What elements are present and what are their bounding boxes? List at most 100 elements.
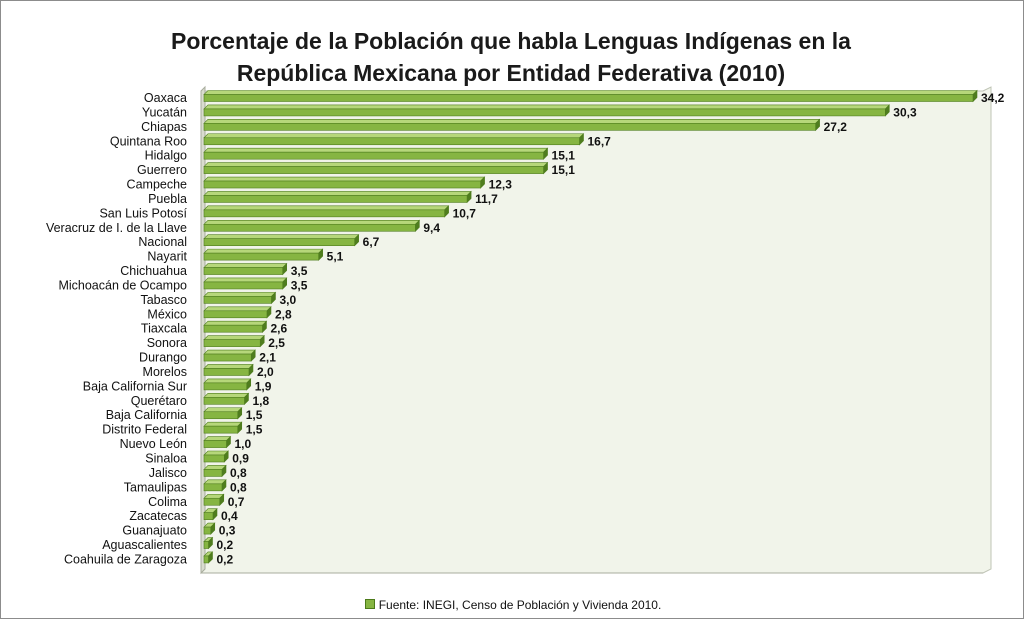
plot-area (200, 85, 992, 575)
value-label: 1,9 (255, 379, 272, 393)
value-label: 3,5 (291, 278, 308, 292)
chart-title-line-1: Porcentaje de la Población que habla Len… (171, 28, 851, 54)
value-label: 5,1 (327, 250, 344, 264)
category-label: Baja California Sur (83, 379, 187, 393)
value-label: 1,5 (246, 408, 263, 422)
bars-group (203, 89, 978, 564)
bar-top-face (203, 90, 978, 95)
category-label: Sonora (147, 336, 187, 350)
bar (203, 425, 239, 434)
bar-top-face (203, 393, 250, 398)
bar (203, 497, 221, 506)
bar (203, 512, 214, 520)
bar (203, 223, 416, 232)
value-label: 6,7 (363, 235, 380, 249)
bar-top-face (203, 292, 277, 297)
bar (203, 411, 239, 420)
category-label: Nuevo León (120, 437, 187, 451)
category-label: Yucatán (142, 105, 187, 119)
value-label: 2,0 (257, 365, 274, 379)
value-label: 0,7 (228, 495, 245, 509)
legend: Fuente: INEGI, Censo de Población y Vivi… (1, 598, 1024, 612)
category-label: Veracruz de I. de la Llave (46, 221, 187, 235)
plot-background (200, 86, 992, 574)
bar-top-face (203, 119, 821, 124)
value-label: 2,1 (259, 351, 276, 365)
bar (203, 252, 319, 261)
bar (203, 94, 974, 102)
category-label: Chiapas (141, 120, 187, 134)
bar (203, 382, 248, 391)
bar-top-face (203, 234, 360, 239)
value-label: 16,7 (588, 134, 612, 148)
category-label: Campeche (127, 178, 187, 192)
bar-top-face (203, 306, 272, 312)
value-label: 1,5 (246, 423, 263, 437)
bar (203, 469, 223, 477)
category-label: Distrito Federal (102, 423, 187, 437)
value-label: 3,0 (279, 293, 296, 307)
value-label: 10,7 (453, 206, 477, 220)
category-label: Puebla (148, 192, 187, 206)
chart-title-line-2: República Mexicana por Entidad Federativ… (236, 60, 786, 86)
bar-top-face (203, 219, 421, 225)
legend-swatch (364, 599, 375, 609)
bar (203, 281, 283, 290)
bar-top-face (203, 133, 585, 139)
category-label: Baja California (106, 408, 187, 422)
value-labels: 34,2 30,3 27,2 16,7 15,115,1 12,311,710,7 9,4 6… (216, 91, 1004, 566)
category-label: Oaxaca (144, 91, 187, 105)
bar (203, 526, 212, 535)
bar-top-face (203, 436, 232, 441)
category-label: Morelos (143, 365, 187, 379)
value-label: 1,0 (234, 437, 251, 451)
category-label: Tabasco (140, 293, 187, 307)
category-label: Durango (139, 351, 187, 365)
bar (203, 324, 263, 333)
category-label: Jalisco (149, 466, 187, 480)
value-label: 11,7 (475, 192, 498, 206)
bar-top-face (203, 349, 256, 355)
bar (203, 454, 225, 463)
category-label: Tiaxcala (141, 322, 187, 336)
value-label: 1,8 (252, 394, 269, 408)
bar (203, 368, 250, 376)
bar-top-face (203, 191, 472, 196)
legend-label: Fuente: INEGI, Censo de Población y Vivi… (378, 598, 662, 612)
value-label: 0,8 (230, 466, 247, 480)
bar (203, 440, 227, 448)
chart-title: Porcentaje de la Población que habla Len… (121, 25, 901, 89)
category-label: Nayarit (147, 250, 187, 264)
category-label: Chichuahua (120, 264, 187, 278)
value-label: 15,1 (552, 163, 576, 177)
bar-top-face (203, 205, 450, 211)
bar-top-face (203, 162, 549, 167)
category-label: Aguascalientes (102, 538, 187, 552)
bar-top-face (203, 248, 324, 254)
value-label: 0,9 (232, 452, 249, 466)
value-label: 12,3 (489, 178, 513, 192)
value-label: 0,2 (216, 538, 233, 552)
bar-top-face (203, 147, 549, 153)
bar (203, 541, 209, 549)
category-label: Quintana Roo (110, 134, 187, 148)
value-label: 9,4 (423, 221, 440, 235)
bar (203, 555, 209, 564)
bar (203, 195, 468, 203)
bar-top-face (203, 104, 891, 110)
bar (203, 238, 355, 246)
bar-top-face (203, 407, 243, 413)
bar-top-face (203, 176, 486, 182)
category-label: Querétaro (131, 394, 187, 408)
bar-top-face (203, 263, 288, 268)
bar (203, 483, 223, 492)
value-label: 27,2 (824, 120, 848, 134)
value-label: 34,2 (981, 91, 1005, 105)
bar-top-face (203, 277, 288, 283)
bar (203, 108, 886, 117)
category-label: Sinaloa (145, 452, 187, 466)
category-label: Guanajuato (122, 524, 187, 538)
category-label: México (147, 307, 187, 321)
